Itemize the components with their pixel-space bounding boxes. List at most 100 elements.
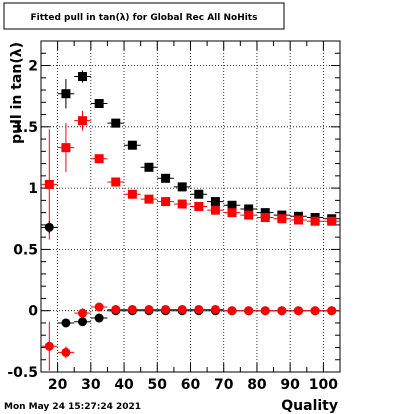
data-point	[41, 321, 58, 371]
x-tick-label: 50	[148, 377, 168, 393]
square-marker	[177, 199, 187, 209]
data-point	[190, 202, 208, 211]
series-1	[41, 110, 340, 240]
data-point	[223, 306, 241, 316]
data-point	[74, 70, 91, 83]
circle-marker	[61, 347, 71, 357]
data-point	[173, 199, 191, 209]
square-marker	[227, 208, 237, 218]
data-point	[240, 306, 257, 316]
data-point	[57, 318, 75, 328]
circle-marker	[227, 306, 237, 316]
square-marker	[44, 179, 54, 189]
y-tick-label: 1.5	[13, 120, 38, 136]
circle-marker	[161, 304, 171, 314]
y-tick-label: 1	[28, 181, 38, 197]
data-point	[107, 177, 125, 187]
square-marker	[61, 89, 71, 99]
square-marker	[111, 177, 121, 187]
series-3	[41, 302, 340, 371]
data-point	[74, 308, 91, 319]
y-tick-label: 2	[28, 59, 38, 75]
data-point	[190, 304, 208, 314]
data-point	[107, 304, 125, 314]
data-point	[90, 302, 108, 312]
x-axis-label: Quality	[281, 398, 338, 414]
data-point	[207, 197, 224, 207]
data-point	[190, 189, 208, 199]
data-point	[223, 200, 241, 210]
square-marker	[210, 197, 220, 207]
square-marker	[78, 116, 88, 126]
data-point	[207, 205, 224, 215]
data-point	[323, 216, 340, 226]
y-axis-label: pull in tan(λ)	[9, 42, 25, 144]
chart-title: Fitted pull in tan(λ) for Global Rec All…	[31, 13, 258, 23]
circle-marker	[310, 306, 320, 316]
circle-marker	[277, 306, 287, 316]
square-marker	[244, 204, 254, 214]
circle-marker	[78, 317, 88, 327]
square-marker	[194, 202, 204, 211]
x-tick-label: 60	[181, 377, 201, 393]
x-tick-label: 70	[214, 377, 234, 393]
circle-marker	[327, 306, 337, 316]
data-point	[240, 204, 257, 214]
square-marker	[78, 72, 88, 82]
data-point	[107, 118, 125, 128]
square-marker	[144, 194, 154, 204]
timestamp: Mon May 24 15:27:24 2021	[4, 402, 141, 412]
data-point	[323, 306, 340, 316]
data-point	[157, 173, 174, 183]
data-point	[124, 304, 141, 314]
square-marker	[94, 154, 104, 164]
data-point	[306, 306, 324, 316]
square-marker	[260, 213, 270, 223]
data-point	[140, 304, 158, 314]
square-marker	[111, 118, 121, 128]
square-marker	[161, 173, 171, 183]
square-marker	[144, 162, 154, 172]
circle-marker	[210, 304, 220, 314]
data-marks	[41, 70, 340, 371]
data-point	[306, 216, 324, 226]
data-point	[41, 221, 58, 234]
circle-marker	[78, 308, 88, 318]
data-point	[90, 313, 108, 323]
square-marker	[277, 214, 287, 224]
circle-marker	[144, 304, 154, 314]
data-point	[256, 213, 274, 223]
chart-title-box: Fitted pull in tan(λ) for Global Rec All…	[3, 2, 285, 30]
data-point	[207, 304, 224, 314]
circle-marker	[244, 306, 254, 316]
data-point	[256, 306, 274, 316]
circle-marker	[293, 306, 303, 316]
circle-marker	[61, 318, 71, 328]
data-point	[157, 304, 174, 314]
series-0	[57, 70, 340, 224]
square-marker	[127, 189, 137, 199]
data-point	[273, 214, 291, 224]
data-point	[57, 346, 75, 359]
data-point	[140, 194, 158, 204]
y-tick-label: 0	[28, 304, 38, 320]
x-tick-label: 40	[114, 377, 134, 393]
data-point	[290, 215, 307, 225]
data-point	[290, 306, 307, 316]
data-point	[157, 197, 174, 207]
y-tick-label: 0.5	[13, 242, 38, 258]
data-point	[240, 210, 257, 220]
data-point	[173, 304, 191, 314]
circle-marker	[194, 304, 204, 314]
data-point	[273, 306, 291, 316]
circle-marker	[94, 302, 104, 312]
circle-marker	[260, 306, 270, 316]
data-point	[124, 189, 141, 199]
square-marker	[127, 140, 137, 150]
x-tick-label: 80	[247, 377, 267, 393]
data-point	[74, 317, 91, 327]
square-marker	[161, 197, 171, 207]
circle-marker	[94, 313, 104, 323]
circle-marker	[111, 304, 121, 314]
data-point	[140, 162, 158, 172]
